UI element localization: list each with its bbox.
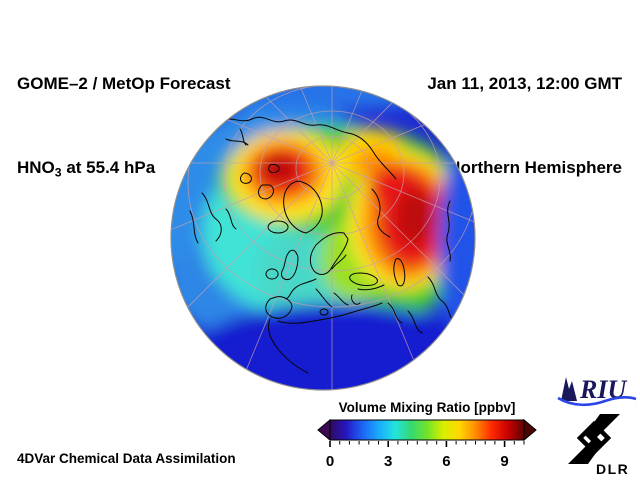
colorbar-ticks: 0 3 6 9 [326, 441, 525, 470]
dlr-arrow-upper [585, 414, 620, 442]
attribution-line1: 4DVar Chemical Data Assimilation [17, 451, 236, 466]
island-novaya-zemlya [371, 188, 391, 238]
globe-map [170, 85, 476, 391]
colorbar: 0 3 6 9 [317, 418, 537, 470]
forecast-date: Jan 11, 2013, 12:00 GMT [427, 74, 622, 93]
riu-logo: RIU [557, 375, 637, 407]
globe-rim [170, 85, 476, 391]
riu-logo-text: RIU [579, 375, 627, 404]
colorbar-gradient-bar [329, 419, 525, 441]
svg-text:9: 9 [500, 453, 508, 470]
coastlines [189, 116, 455, 374]
coast-asia-south [427, 276, 455, 322]
cathedral-icon [561, 377, 577, 401]
plot-title-line1: GOME–2 / MetOp Forecast [17, 74, 231, 93]
coast-siberia [215, 116, 397, 180]
coast-italy [315, 288, 333, 316]
dlr-arrow-lower [568, 436, 603, 464]
dlr-diamond [576, 420, 612, 456]
subscript-3: 3 [54, 165, 62, 180]
hno3-concentration-field [171, 86, 475, 390]
dlr-logo: DLR [568, 414, 629, 477]
coast-africa-west [267, 318, 309, 374]
coast-greece-turkey [333, 284, 385, 306]
svg-text:0: 0 [326, 453, 334, 470]
colorbar-title: Volume Mixing Ratio [ppbv] [338, 400, 516, 415]
coast-baltic [331, 254, 347, 270]
islands-canadian-arctic [240, 164, 280, 200]
attribution: 4DVar Chemical Data Assimilation SACADA … [17, 399, 236, 480]
island-greenland [283, 180, 323, 234]
sea-black [349, 272, 378, 286]
coast-north-africa [277, 302, 383, 324]
svg-text:6: 6 [442, 453, 450, 470]
plot-title-line2: HNO3 at 55.4 hPa [17, 158, 156, 180]
coast-north-america [189, 192, 237, 244]
colorbar-arrow-right [523, 418, 537, 442]
riu-swoosh [557, 395, 637, 407]
coast-alaska [225, 128, 249, 146]
coast-scandinavia [309, 232, 349, 275]
coast-iberia [265, 296, 293, 319]
plot-title: GOME–2 / MetOp Forecast HNO3 at 55.4 hPa [17, 14, 231, 242]
coast-east-asia [446, 200, 451, 262]
coast-middle-east [387, 302, 423, 334]
svg-text:3: 3 [384, 453, 392, 470]
island-iceland [267, 220, 289, 234]
island-great-britain [281, 249, 299, 280]
colorbar-arrow-left [317, 418, 331, 442]
coast-france [285, 278, 317, 300]
plot-datetime: Jan 11, 2013, 12:00 GMT Northern Hemisph… [427, 14, 622, 238]
dlr-logo-text: DLR [596, 461, 629, 477]
sea-caspian [393, 258, 406, 287]
island-ireland [265, 268, 279, 280]
hemisphere-label: Northern Hemisphere [448, 158, 622, 177]
